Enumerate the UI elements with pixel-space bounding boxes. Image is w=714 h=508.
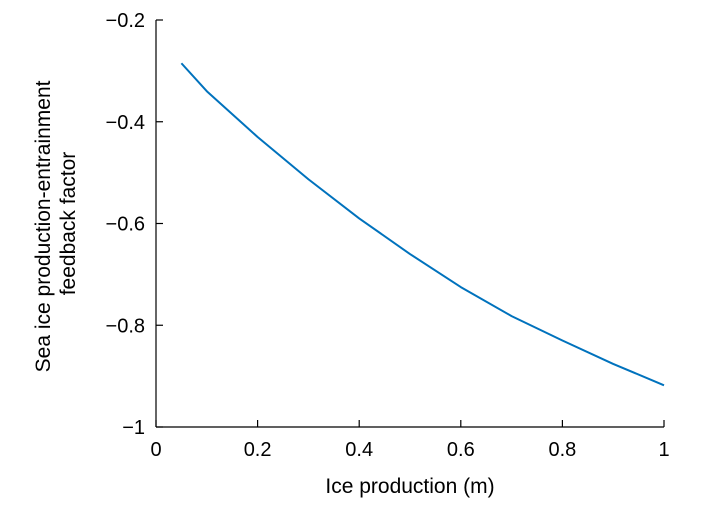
x-tick-label: 0.6 — [447, 439, 475, 461]
y-tick-label: −0.2 — [106, 10, 145, 32]
y-tick-label: −0.6 — [106, 214, 145, 236]
x-tick-label: 0.2 — [244, 439, 272, 461]
y-axis-title-line-1: Sea ice production-entrainment — [32, 80, 55, 372]
x-tick-label: 0 — [150, 439, 161, 461]
axes — [155, 20, 664, 428]
x-tick-label: 0.4 — [345, 439, 373, 461]
y-axis-title-line-2: feedback factor — [57, 152, 80, 296]
y-tick-label: −1 — [122, 417, 145, 439]
y-axis-title: Sea ice production-entrainment feedback … — [32, 75, 80, 373]
series-layer — [180, 62, 665, 387]
series-line — [180, 62, 665, 387]
x-tick-label: 1 — [658, 439, 669, 461]
x-axis-title: Ice production (m) — [325, 475, 494, 498]
y-tick-label: −0.4 — [106, 112, 145, 134]
y-tick-label: −0.8 — [106, 315, 145, 337]
y-axis-ticks: −0.2 −0.4 −0.6 −0.8 −1 — [106, 10, 163, 439]
x-tick-label: 0.8 — [548, 439, 576, 461]
x-axis-ticks: 0 0.2 0.4 0.6 0.8 1 — [150, 420, 670, 461]
